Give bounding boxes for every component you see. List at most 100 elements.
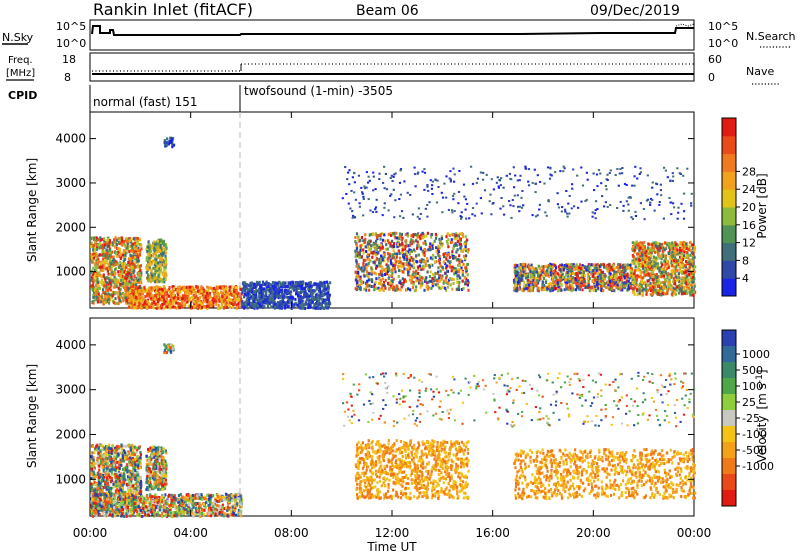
echo-cell	[370, 269, 374, 273]
echo-cell	[611, 285, 614, 289]
echo-cell	[117, 294, 120, 298]
echo-cell	[663, 259, 666, 263]
echo-cell	[418, 264, 421, 268]
echo-cell	[419, 285, 422, 289]
echo-cell	[305, 298, 308, 302]
echo-cell	[327, 298, 330, 302]
noise-left-label: N.Sky	[2, 31, 34, 44]
echo-cell	[386, 247, 389, 251]
echo-cell	[274, 290, 277, 294]
echo-cell	[151, 273, 154, 277]
echo-cell	[135, 244, 138, 247]
echo-cell	[173, 299, 176, 303]
echo-cell	[623, 266, 626, 269]
echo-cell	[171, 145, 174, 149]
echo-cell	[578, 285, 582, 289]
echo-cell	[446, 242, 449, 246]
echo-cell	[157, 245, 160, 249]
echo-cell	[137, 296, 140, 300]
echo-cell	[610, 277, 613, 281]
echo-cell	[172, 293, 175, 297]
echo-cell	[266, 287, 269, 291]
echo-cell	[521, 266, 525, 270]
echo-cell	[413, 266, 416, 270]
echo-cell	[303, 303, 306, 307]
echo-cell	[429, 242, 432, 246]
echo-cell	[568, 285, 571, 289]
echo-cell	[355, 232, 359, 236]
echo-cell	[272, 297, 275, 300]
echo-cell	[526, 275, 529, 279]
echo-cell	[101, 246, 105, 250]
echo-cell	[257, 289, 261, 292]
echo-cell	[370, 285, 373, 288]
echo-cell	[104, 267, 107, 271]
echo-cell	[682, 256, 685, 259]
echo-cell	[359, 275, 362, 279]
echo-cell	[124, 257, 127, 261]
echo-cell	[108, 251, 111, 255]
echo-cell	[159, 258, 162, 262]
echo-cell	[380, 287, 383, 291]
echo-cell	[132, 306, 135, 310]
echo-cell	[254, 305, 257, 309]
echo-cell	[152, 306, 155, 310]
echo-cell	[435, 246, 438, 250]
echo-cell	[421, 232, 424, 235]
echo-cell	[117, 286, 120, 290]
echo-cell	[113, 275, 116, 279]
echo-cell	[581, 284, 584, 288]
echo-cell	[458, 232, 461, 236]
echo-cell	[532, 286, 535, 290]
echo-cell	[245, 293, 248, 297]
echo-cell	[124, 244, 127, 248]
echo-cell	[277, 286, 280, 290]
echo-cell	[103, 243, 106, 247]
echo-cell	[256, 304, 259, 308]
echo-cell	[297, 282, 300, 286]
echo-cell	[208, 300, 211, 304]
echo-cell	[110, 271, 113, 275]
echo-cell	[595, 266, 598, 270]
echo-cell	[594, 287, 597, 291]
echo-cell	[370, 244, 373, 248]
echo-cell	[407, 244, 410, 248]
echo-cell	[394, 236, 397, 240]
echo-cell	[417, 272, 420, 275]
echo-cell	[158, 280, 161, 284]
echo-cell	[158, 276, 161, 280]
echo-cell	[557, 285, 560, 289]
echo-cell	[133, 296, 136, 300]
echo-cell	[655, 241, 658, 245]
echo-cell	[96, 286, 99, 290]
echo-cell	[160, 297, 163, 301]
echo-cell	[265, 291, 268, 295]
echo-cell	[297, 299, 300, 303]
echo-cell	[465, 254, 468, 258]
echo-cell	[583, 280, 586, 283]
echo-cell	[640, 276, 643, 280]
echo-cell	[309, 289, 312, 292]
echo-cell	[380, 265, 383, 269]
echo-cell	[242, 288, 245, 292]
echo-cell	[155, 302, 158, 306]
echo-cell	[385, 243, 388, 247]
cpid-label: CPID	[8, 89, 37, 102]
echo-cell	[122, 266, 125, 270]
echo-cell	[633, 259, 637, 263]
echo-cell	[129, 259, 132, 263]
echo-cell	[272, 305, 275, 309]
echo-cell	[391, 244, 394, 248]
echo-cell	[154, 261, 158, 265]
echo-cell	[148, 275, 151, 279]
echo-cell	[235, 289, 238, 293]
echo-cell	[381, 238, 385, 242]
echo-cell	[461, 279, 464, 283]
echo-cell	[280, 302, 283, 306]
echo-cell	[389, 284, 393, 288]
echo-cell	[146, 245, 150, 249]
echo-cell	[234, 298, 237, 302]
echo-cell	[118, 237, 122, 241]
echo-cell	[104, 295, 107, 298]
echo-cell	[460, 266, 463, 270]
